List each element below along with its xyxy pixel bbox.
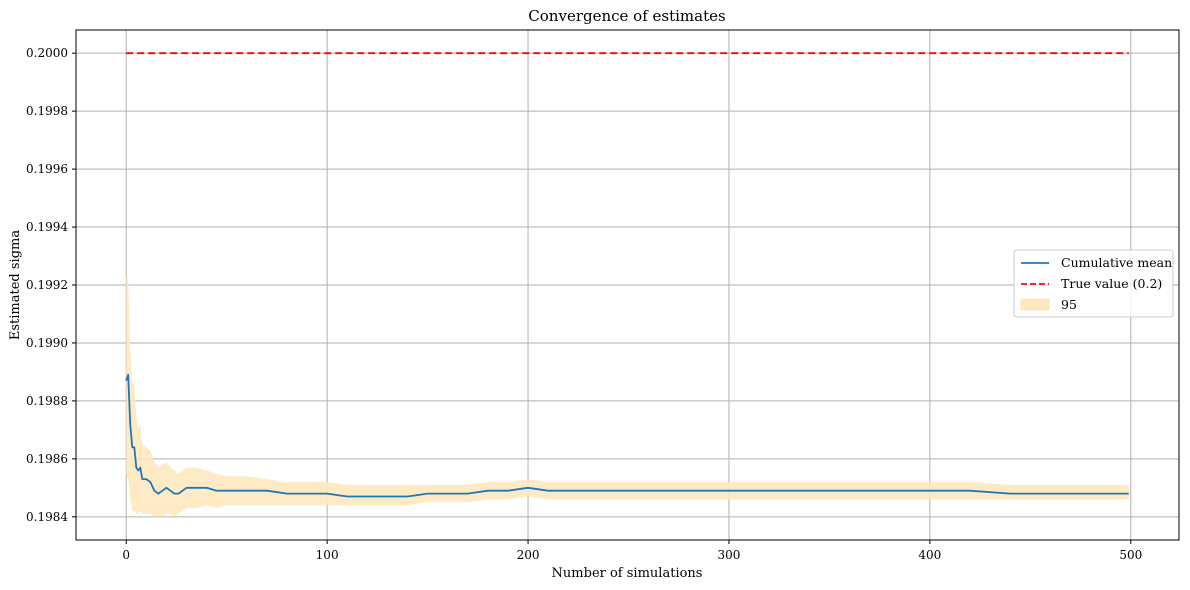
cumulative-mean-line — [125, 373, 1129, 498]
chart-title: Convergence of estimates — [528, 7, 725, 25]
legend-label-cumulative-mean: Cumulative mean — [1061, 255, 1172, 270]
axis-ticks: 0 100 200 300 400 500 0.1984 0.1986 0.1988 0.1990… — [26, 46, 1142, 562]
legend-label-true-value: True value (0.2) — [1061, 276, 1162, 291]
legend-box — [1013, 249, 1174, 318]
y-tick-label: 0.1992 — [26, 278, 68, 292]
y-tick-label: 0.1996 — [26, 162, 68, 176]
x-axis-label: Number of simulations — [552, 566, 703, 581]
y-tick-label: 0.1990 — [26, 336, 68, 350]
y-tick-label: 0.1984 — [26, 510, 68, 524]
y-tick-label: 0.1994 — [26, 220, 68, 234]
x-tick-label: 400 — [918, 548, 941, 562]
y-tick-label: 0.2000 — [26, 46, 68, 60]
series-line-layer — [125, 52, 1129, 498]
y-tick-label: 0.1986 — [26, 452, 68, 466]
x-tick-label: 200 — [517, 548, 540, 562]
legend-label-band: 95 — [1061, 297, 1077, 312]
x-tick-label: 500 — [1119, 548, 1142, 562]
x-tick-label: 300 — [718, 548, 741, 562]
legend-swatch-band — [1020, 298, 1050, 311]
x-tick-label: 0 — [122, 548, 130, 562]
y-tick-label: 0.1998 — [26, 104, 68, 118]
x-tick-label: 100 — [316, 548, 339, 562]
y-tick-label: 0.1988 — [26, 394, 68, 408]
legend: Cumulative mean True value (0.2) 95 — [1013, 249, 1174, 318]
y-axis-label: Estimated sigma — [8, 230, 23, 340]
